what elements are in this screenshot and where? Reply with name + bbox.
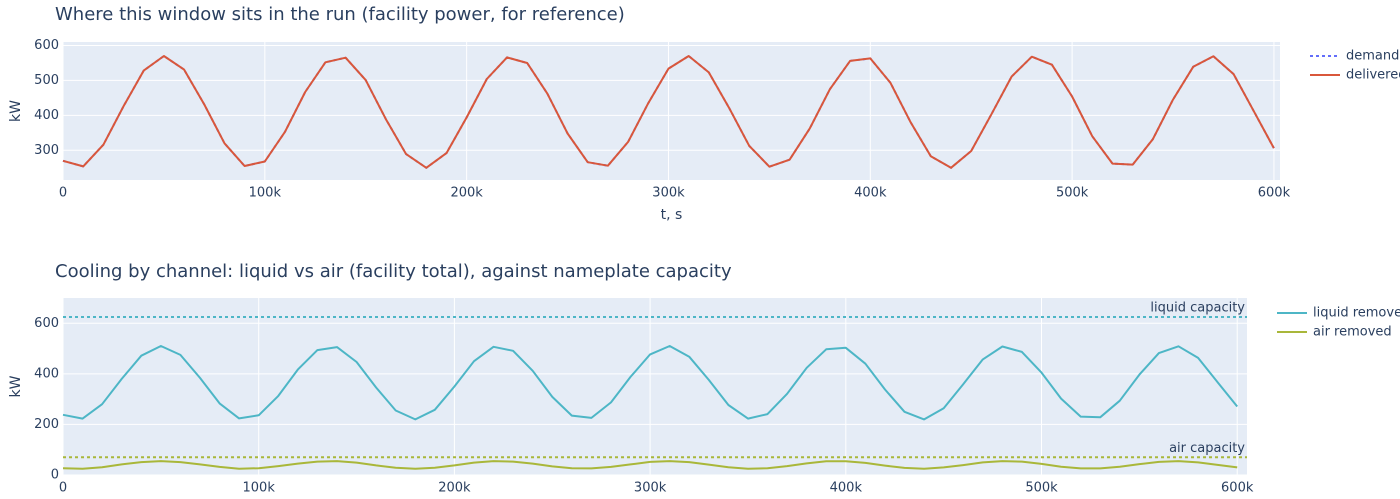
y-tick-label: 600	[34, 38, 59, 53]
y-axis-label: kW	[8, 375, 24, 397]
x-tick-label: 500k	[1025, 481, 1058, 496]
x-tick-label: 100k	[249, 186, 282, 201]
x-tick-label: 100k	[243, 481, 276, 496]
legend-label: demand	[1346, 49, 1399, 64]
x-tick-label: 0	[59, 186, 67, 201]
chart-title: Where this window sits in the run (facil…	[55, 4, 625, 25]
x-tick-label: 400k	[830, 481, 863, 496]
x-tick-label: 600k	[1221, 481, 1254, 496]
x-tick-label: 0	[59, 481, 67, 496]
y-tick-label: 300	[34, 143, 59, 158]
plot-area	[63, 42, 1280, 180]
series-line	[62, 345, 1238, 421]
x-tick-label: 300k	[634, 481, 667, 496]
y-tick-label: 400	[34, 366, 59, 381]
capacity-label: air capacity	[1169, 441, 1245, 456]
y-axis-label: kW	[8, 100, 24, 122]
series-line	[62, 55, 1275, 169]
x-tick-label: 500k	[1056, 186, 1089, 201]
chart-title: Cooling by channel: liquid vs air (facil…	[55, 261, 732, 282]
x-tick-label: 300k	[652, 186, 685, 201]
legend-label: air removed	[1313, 325, 1392, 340]
y-tick-label: 600	[34, 316, 59, 331]
x-tick-label: 600k	[1258, 186, 1291, 201]
legend-label: liquid removed	[1313, 306, 1400, 321]
capacity-label: liquid capacity	[1150, 300, 1245, 315]
y-tick-label: 0	[51, 468, 59, 483]
x-tick-label: 200k	[438, 481, 471, 496]
y-tick-label: 500	[34, 73, 59, 88]
y-tick-label: 400	[34, 108, 59, 123]
legend-label: delivered	[1346, 68, 1400, 83]
x-tick-label: 200k	[450, 186, 483, 201]
y-tick-label: 200	[34, 417, 59, 432]
series-line	[62, 460, 1238, 470]
plot-area	[63, 298, 1247, 475]
x-axis-label: t, s	[661, 207, 683, 223]
x-tick-label: 400k	[854, 186, 887, 201]
